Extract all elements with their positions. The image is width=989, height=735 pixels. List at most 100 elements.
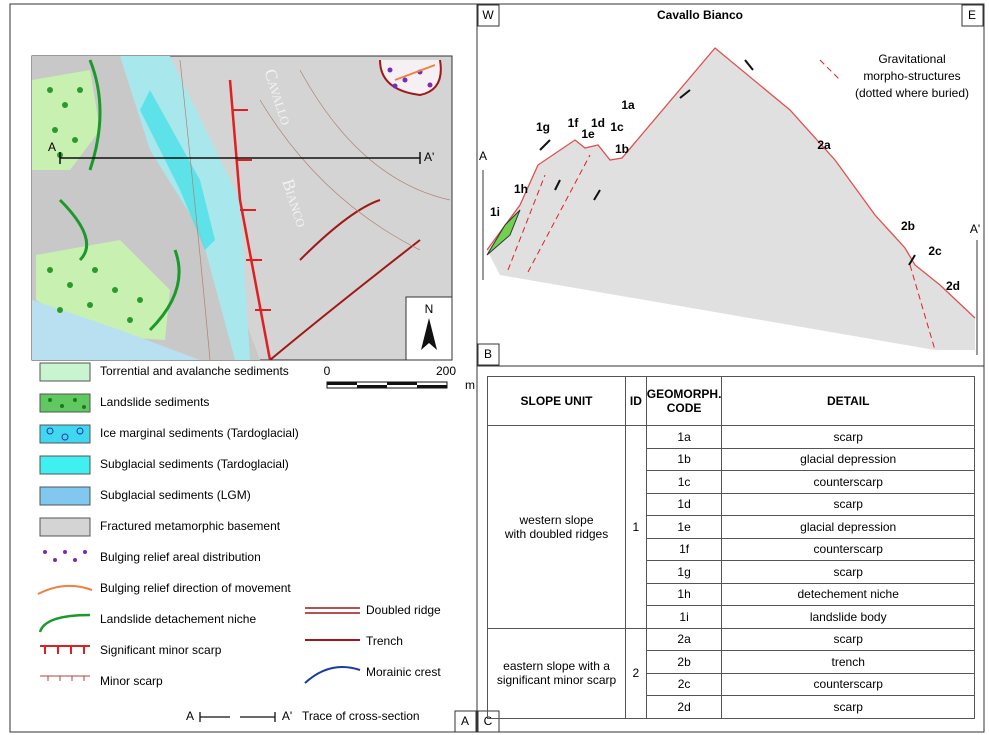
panel-label: B bbox=[484, 347, 492, 361]
section-legend: (dotted where buried) bbox=[855, 86, 969, 100]
table-row: 1g scarp bbox=[488, 560, 975, 584]
scale-bar: 0 200 m bbox=[324, 364, 475, 392]
table-cell: SLOPE UNIT bbox=[486, 376, 627, 426]
legend-item: Landslide detachement niche bbox=[100, 612, 256, 626]
table-cell: 1g bbox=[645, 560, 723, 584]
slope-unit: significant minor scarp bbox=[496, 673, 617, 687]
table-cell: scarp bbox=[721, 560, 975, 584]
table-row: 1h detechement niche bbox=[488, 582, 975, 606]
table: SLOPE UNIT ID GEOMORPH. CODE DETAIL western … bbox=[486, 376, 975, 719]
table-cell: 2d bbox=[645, 695, 723, 719]
east-label: E bbox=[968, 8, 976, 22]
table-cell: 1a bbox=[645, 425, 723, 449]
table-row: 1f counterscarp bbox=[488, 537, 975, 561]
unit-label: 1d bbox=[591, 116, 605, 130]
cross-section bbox=[482, 47, 978, 355]
unit-label: 1e bbox=[581, 127, 595, 141]
unit-label: 1f bbox=[568, 116, 580, 130]
table-cell: glacial depression bbox=[721, 447, 975, 471]
table-cell: 2 bbox=[625, 627, 647, 719]
section-title: Cavallo Bianco bbox=[657, 8, 743, 22]
trace-end: A' bbox=[282, 709, 292, 723]
table-cell: eastern slope with a significant minor sc… bbox=[486, 627, 627, 719]
legend-item: Bulging relief areal distribution bbox=[100, 550, 261, 564]
unit-label: 1c bbox=[610, 120, 624, 134]
table-cell: trench bbox=[721, 650, 975, 674]
legend-item: Subglacial sediments (LGM) bbox=[100, 488, 251, 502]
unit-label: 2d bbox=[946, 279, 960, 293]
table-row: 2d scarp bbox=[488, 695, 975, 719]
table-row: 1b glacial depression bbox=[488, 447, 975, 471]
table-cell: DETAIL bbox=[721, 376, 975, 426]
table-cell: detechement niche bbox=[721, 582, 975, 606]
panel-label: C bbox=[484, 714, 493, 728]
unit-label: 2b bbox=[901, 219, 915, 233]
legend-item: Torrential and avalanche sediments bbox=[100, 364, 289, 378]
table-cell: glacial depression bbox=[721, 515, 975, 539]
table-cell: ID bbox=[625, 376, 647, 426]
section-end: A' bbox=[970, 222, 980, 236]
slope-unit: western slope bbox=[519, 512, 594, 527]
table-cell: counterscarp bbox=[721, 470, 975, 494]
table-cell: 1i bbox=[645, 605, 723, 629]
table-cell: 2a bbox=[645, 627, 723, 651]
table-cell: scarp bbox=[721, 492, 975, 516]
legend-item: Bulging relief direction of movement bbox=[100, 581, 291, 595]
legend-item: Morainic crest bbox=[366, 665, 441, 679]
legend-item: Minor scarp bbox=[100, 674, 163, 688]
legend-item: Trench bbox=[366, 634, 403, 648]
slope-unit: eastern slope with a bbox=[503, 659, 610, 673]
legend-item: Subglacial sediments (Tardoglacial) bbox=[100, 457, 289, 471]
table-row: eastern slope with a significant minor sc… bbox=[486, 627, 975, 719]
table-cell: western slope with doubled ridges bbox=[486, 425, 627, 629]
table-cell: 1d bbox=[645, 492, 723, 516]
unit-label: 2c bbox=[928, 244, 942, 258]
table-cell: 2c bbox=[645, 672, 723, 696]
legend-icons bbox=[37, 362, 361, 722]
unit-label: 2a bbox=[817, 138, 831, 152]
table-cell: 2b bbox=[645, 650, 723, 674]
section-legend: morpho-structures bbox=[863, 69, 960, 83]
table-row: 1i landslide body bbox=[488, 605, 975, 629]
unit-label: 1g bbox=[536, 120, 550, 134]
legend-item: Ice marginal sediments (Tardoglacial) bbox=[100, 426, 299, 440]
scale-unit: m bbox=[465, 378, 475, 392]
table-row: SLOPE UNIT ID GEOMORPH. CODE DETAIL bbox=[486, 376, 975, 426]
table-cell: scarp bbox=[721, 425, 975, 449]
table-cell: 1f bbox=[645, 537, 723, 561]
section-start: A bbox=[479, 149, 487, 163]
unit-label: 1a bbox=[621, 98, 635, 112]
panel-label: A bbox=[461, 714, 469, 728]
legend-item: Landslide sediments bbox=[100, 395, 209, 409]
legend-item: Doubled ridge bbox=[366, 603, 441, 617]
table-cell: counterscarp bbox=[721, 537, 975, 561]
north-label: N bbox=[425, 302, 434, 316]
table-cell: landslide body bbox=[721, 605, 975, 629]
table-row: 1e glacial depression bbox=[488, 515, 975, 539]
unit-label: 1i bbox=[490, 205, 500, 219]
table-cell: 1b bbox=[645, 447, 723, 471]
section-start: A bbox=[48, 140, 56, 154]
table-cell: 1c bbox=[645, 470, 723, 494]
scale-label: 0 bbox=[324, 364, 331, 378]
section-legend: Gravitational bbox=[878, 52, 945, 66]
table-cell: counterscarp bbox=[721, 672, 975, 696]
map: A A' Cavallo Bianco N bbox=[31, 55, 453, 361]
table-cell: 1e bbox=[645, 515, 723, 539]
table-cell: GEOMORPH. CODE bbox=[645, 376, 723, 426]
section-end: A' bbox=[424, 150, 434, 164]
west-label: W bbox=[482, 8, 494, 22]
trace-label: Trace of cross-section bbox=[302, 709, 420, 723]
trace-start: A bbox=[186, 709, 194, 723]
table-cell: 1h bbox=[645, 582, 723, 606]
legend-item: Significant minor scarp bbox=[100, 643, 222, 657]
table-cell: scarp bbox=[721, 627, 975, 651]
legend-item: Fractured metamorphic basement bbox=[100, 519, 281, 533]
unit-label: 1h bbox=[514, 182, 528, 196]
slope-unit: with doubled ridges bbox=[504, 526, 609, 541]
table-cell: scarp bbox=[721, 695, 975, 719]
table-row: western slope with doubled ridges 1 1a scarp bbox=[486, 425, 975, 629]
unit-label: 1b bbox=[615, 142, 629, 156]
